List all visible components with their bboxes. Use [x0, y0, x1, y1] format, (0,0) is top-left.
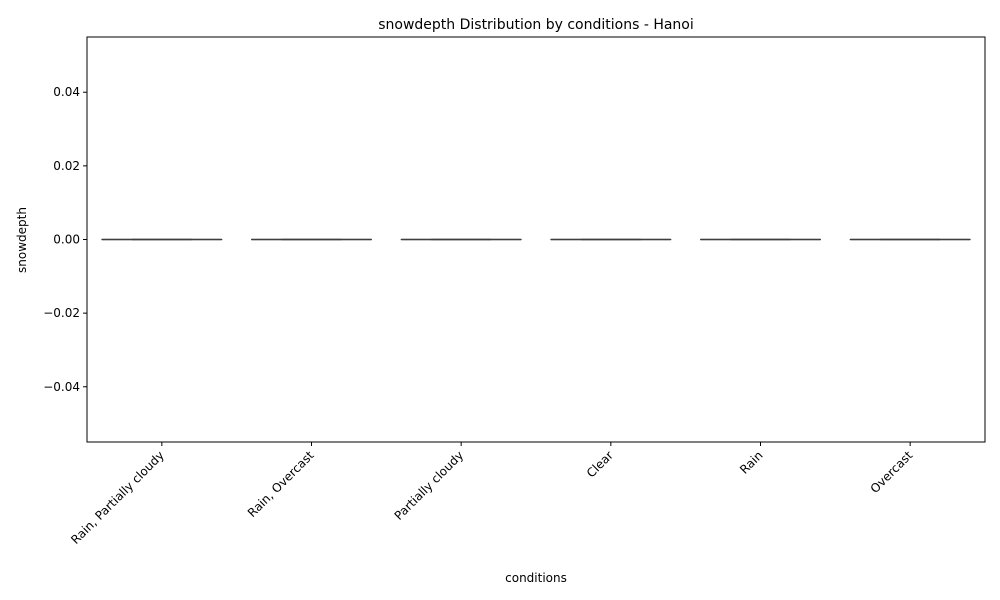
x-tick-label: Overcast: [868, 448, 916, 496]
axes-frame: [86, 36, 986, 443]
y-tick-label: 0.00: [53, 233, 80, 247]
x-tick-label: Rain, Overcast: [245, 448, 317, 520]
y-tick-label: 0.02: [53, 159, 80, 173]
y-tick-label: −0.04: [43, 380, 80, 394]
x-axis-label: conditions: [505, 571, 567, 585]
x-tick-label: Rain: [737, 448, 766, 477]
plot-area: −0.04 −0.02 0.00 0.02 0.04 Rain, Partially cl…: [43, 85, 971, 547]
y-axis-label: snowdepth: [15, 207, 29, 273]
x-tick-label: Partially cloudy: [392, 448, 467, 523]
x-tick-label: Clear: [584, 448, 616, 480]
x-tick-label: Rain, Partially cloudy: [68, 448, 167, 547]
chart-title: snowdepth Distribution by conditions - H…: [378, 17, 694, 33]
y-tick-label: 0.04: [53, 85, 80, 99]
y-tick-label: −0.02: [43, 306, 80, 320]
